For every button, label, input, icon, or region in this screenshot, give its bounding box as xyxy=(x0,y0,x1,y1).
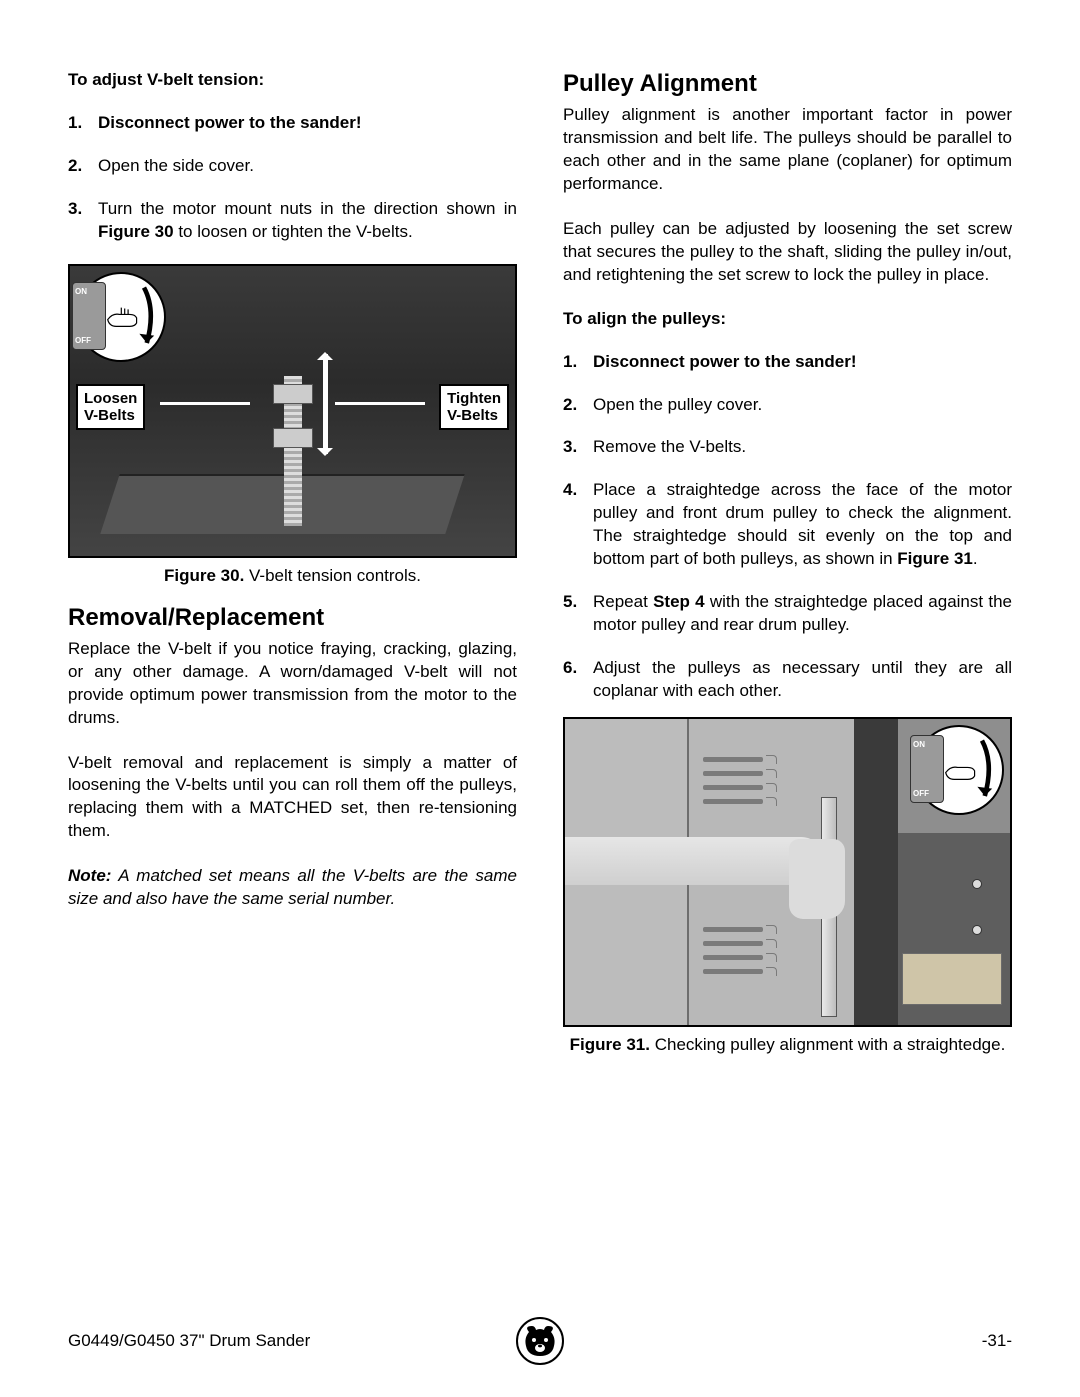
figure-30-image: .fig30-arrow-v::before{ top:-10px; borde… xyxy=(68,264,517,558)
step-3: Turn the motor mount nuts in the directi… xyxy=(68,198,517,244)
removal-note: Note: A matched set means all the V-belt… xyxy=(68,865,517,911)
figure-31-image: ON OFF xyxy=(563,717,1012,1027)
left-column: To adjust V-belt tension: Disconnect pow… xyxy=(68,70,517,1067)
figure-30-caption: Figure 30. V-belt tension controls. xyxy=(68,566,517,586)
step-2: Open the side cover. xyxy=(68,155,517,178)
removal-p2: V-belt removal and replacement is simply… xyxy=(68,752,517,844)
figure-30: .fig30-arrow-v::before{ top:-10px; borde… xyxy=(68,264,517,586)
align-step-2: Open the pulley cover. xyxy=(563,394,1012,417)
curved-arrow-icon xyxy=(130,282,158,356)
right-column: Pulley Alignment Pulley alignment is ano… xyxy=(563,70,1012,1067)
pulley-p1: Pulley alignment is another important fa… xyxy=(563,104,1012,196)
footer-product: G0449/G0450 37" Drum Sander xyxy=(68,1331,310,1351)
align-step-4: Place a straightedge across the face of … xyxy=(563,479,1012,571)
footer-page-number: -31- xyxy=(982,1331,1012,1351)
bear-logo-icon xyxy=(515,1316,565,1366)
pulley-alignment-heading: Pulley Alignment xyxy=(563,70,1012,98)
arm-icon xyxy=(565,837,825,885)
vertical-arrow-icon xyxy=(323,354,328,454)
arrow-right-icon xyxy=(335,402,425,405)
step-1: Disconnect power to the sander! xyxy=(68,112,517,135)
align-step-6: Adjust the pulleys as necessary until th… xyxy=(563,657,1012,703)
figure-31-caption: Figure 31. Checking pulley alignment wit… xyxy=(563,1035,1012,1055)
align-step-3: Remove the V-belts. xyxy=(563,436,1012,459)
power-switch-icon: ON OFF xyxy=(914,725,1004,815)
vbelt-tension-steps: Disconnect power to the sander! Open the… xyxy=(68,112,517,244)
label-loosen: LoosenV-Belts xyxy=(76,384,145,431)
align-step-1: Disconnect power to the sander! xyxy=(563,351,1012,374)
page-footer: G0449/G0450 37" Drum Sander -31- xyxy=(68,1331,1012,1351)
align-pulleys-lead: To align the pulleys: xyxy=(563,309,1012,329)
vbelt-tension-lead: To adjust V-belt tension: xyxy=(68,70,517,90)
arrow-left-icon xyxy=(160,402,250,405)
power-switch-icon: ON OFF xyxy=(76,272,166,362)
removal-replacement-heading: Removal/Replacement xyxy=(68,604,517,632)
align-step-5: Repeat Step 4 with the straightedge plac… xyxy=(563,591,1012,637)
align-steps: Disconnect power to the sander! Open the… xyxy=(563,351,1012,703)
curved-arrow-icon xyxy=(968,735,996,809)
figure-31: ON OFF Figure 31. Checking pulley alignm… xyxy=(563,717,1012,1055)
pulley-p2: Each pulley can be adjusted by loosening… xyxy=(563,218,1012,287)
hand-icon xyxy=(789,839,845,919)
label-tighten: TightenV-Belts xyxy=(439,384,509,431)
removal-p1: Replace the V-belt if you notice fraying… xyxy=(68,638,517,730)
